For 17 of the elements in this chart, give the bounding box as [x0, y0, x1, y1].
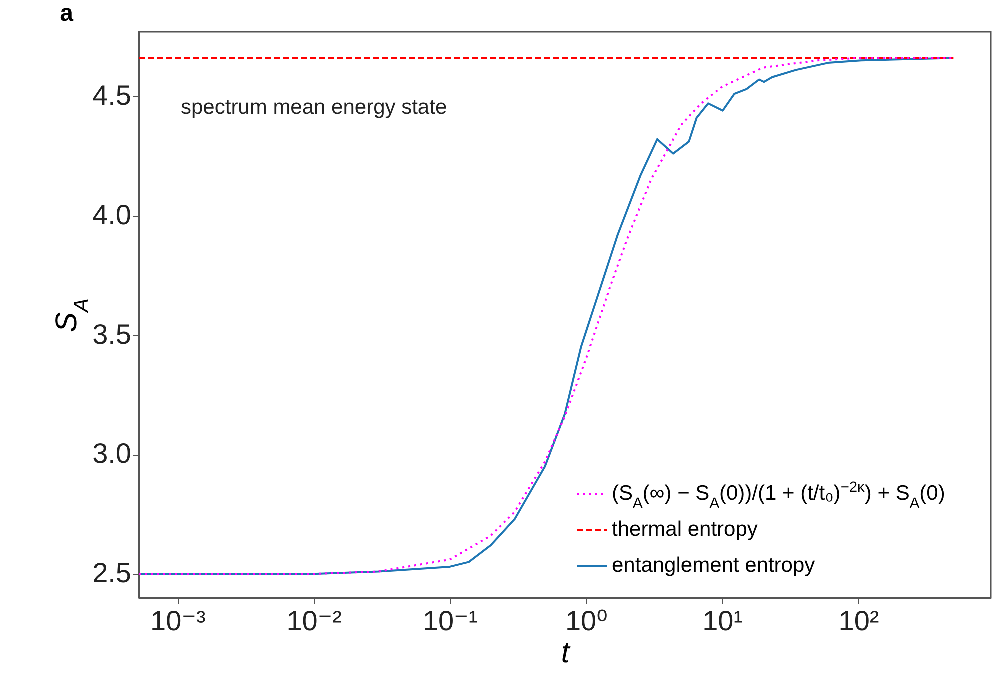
y-tick-label: 2.5 [92, 558, 132, 589]
x-tick-label: 10¹ [702, 606, 744, 636]
chart-title: a [60, 0, 74, 27]
y-tick-label: 3.0 [92, 438, 132, 470]
x-axis-title: t [561, 636, 572, 670]
x-tick-label: 10⁻² [286, 606, 342, 636]
x-tick-label: 10⁰ [565, 606, 608, 636]
x-tick-label: 10² [838, 606, 880, 636]
x-tick-label: 10⁻³ [150, 606, 206, 636]
x-tick-label: 10⁻¹ [422, 606, 478, 636]
y-tick-label: 3.5 [92, 318, 132, 350]
legend-label: entanglement entropy [612, 554, 816, 577]
text: (S$_{A}$(∞) − S$_{A}$(0))/(1 + (t/t₀)$^{−2κ}$) + S$_{A}$(0) [612, 480, 946, 512]
y-tick-label: 4.0 [92, 199, 132, 230]
legend-label: thermal entropy [612, 518, 758, 541]
annotation: spectrum mean energy state [181, 96, 448, 119]
y-tick-label: 4.5 [92, 80, 132, 111]
